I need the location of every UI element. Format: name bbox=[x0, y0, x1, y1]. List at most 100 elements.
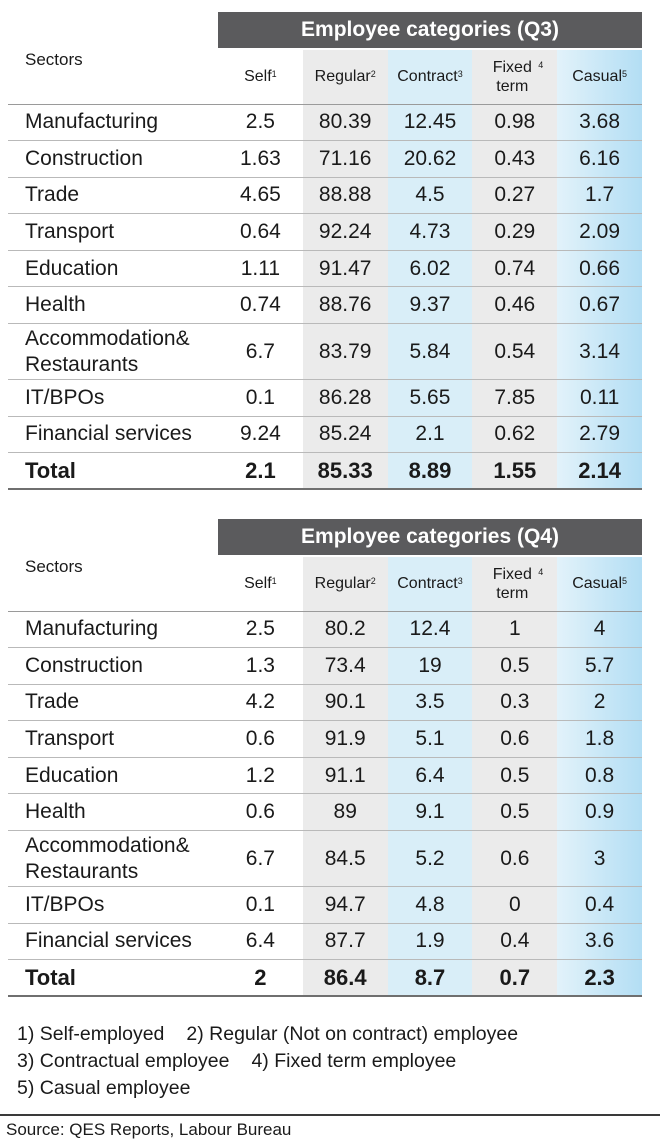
cell-regular: 73.4 bbox=[302, 647, 388, 685]
column-headers: Self1 Regular2 Contract3 Fixed term4 Cas… bbox=[8, 556, 643, 612]
table-row: Trade 4.65 88.88 4.5 0.27 1.7 bbox=[8, 177, 643, 215]
sector-name: Total bbox=[8, 452, 218, 491]
source-credit: Source: QES Reports, Labour Bureau bbox=[6, 1120, 292, 1139]
source-divider bbox=[0, 1114, 660, 1116]
column-header-regular: Regular2 bbox=[302, 556, 388, 612]
footnote-line: 3) Contractual employee 4) Fixed term emp… bbox=[17, 1048, 540, 1075]
cell-fixed-term: 0.7 bbox=[472, 959, 558, 998]
table-row: Accommodation& Restaurants 6.7 84.5 5.2 0.6 3 bbox=[8, 830, 643, 888]
cell-contract: 4.8 bbox=[387, 886, 473, 924]
sector-name: Trade bbox=[8, 684, 218, 722]
column-header-self: Self1 bbox=[218, 556, 303, 612]
sector-name: Health bbox=[8, 286, 218, 325]
cell-contract: 12.45 bbox=[387, 104, 473, 142]
sector-name: Construction bbox=[8, 140, 218, 178]
column-header-regular: Regular2 bbox=[302, 49, 388, 105]
sector-name: Construction bbox=[8, 647, 218, 685]
cell-regular: 87.7 bbox=[302, 923, 388, 961]
cell-fixed-term: 0.74 bbox=[472, 250, 558, 288]
cell-regular: 83.79 bbox=[302, 323, 388, 381]
column-header-fixed-term: Fixed term4 bbox=[472, 49, 558, 105]
sector-name: Health bbox=[8, 793, 218, 832]
cell-casual: 4 bbox=[557, 611, 643, 649]
cell-fixed-term: 0.43 bbox=[472, 140, 558, 178]
cell-fixed-term: 0.27 bbox=[472, 177, 558, 215]
cell-regular: 85.24 bbox=[302, 416, 388, 454]
column-header-contract: Contract3 bbox=[387, 49, 473, 105]
column-header-self: Self1 bbox=[218, 49, 303, 105]
table-row: Financial services 9.24 85.24 2.1 0.62 2.79 bbox=[8, 416, 643, 454]
cell-self: 4.2 bbox=[218, 684, 303, 722]
cell-fixed-term: 0.29 bbox=[472, 213, 558, 251]
table-row: Manufacturing 2.5 80.39 12.45 0.98 3.68 bbox=[8, 104, 643, 142]
cell-fixed-term: 1 bbox=[472, 611, 558, 649]
cell-regular: 84.5 bbox=[302, 830, 388, 888]
cell-self: 2 bbox=[218, 959, 303, 998]
cell-contract: 5.84 bbox=[387, 323, 473, 381]
cell-self: 1.2 bbox=[218, 757, 303, 795]
cell-contract: 6.02 bbox=[387, 250, 473, 288]
cell-fixed-term: 0.5 bbox=[472, 793, 558, 832]
cell-fixed-term: 0.46 bbox=[472, 286, 558, 325]
column-headers: Self1 Regular2 Contract3 Fixed term4 Cas… bbox=[8, 49, 643, 105]
sector-name: Education bbox=[8, 757, 218, 795]
cell-fixed-term: 0.3 bbox=[472, 684, 558, 722]
cell-self: 2.5 bbox=[218, 104, 303, 142]
footnote-line: 1) Self-employed 2) Regular (Not on contr… bbox=[17, 1021, 540, 1048]
cell-casual: 3.6 bbox=[557, 923, 643, 961]
cell-fixed-term: 0 bbox=[472, 886, 558, 924]
cell-contract: 2.1 bbox=[387, 416, 473, 454]
table-row: Education 1.2 91.1 6.4 0.5 0.8 bbox=[8, 757, 643, 795]
table-row: Construction 1.3 73.4 19 0.5 5.7 bbox=[8, 647, 643, 685]
column-header-casual: Casual5 bbox=[557, 49, 643, 105]
footnote-casual: 5) Casual employee bbox=[17, 1077, 191, 1099]
cell-contract: 19 bbox=[387, 647, 473, 685]
cell-regular: 88.88 bbox=[302, 177, 388, 215]
table-body: Manufacturing 2.5 80.39 12.45 0.98 3.68 Constr… bbox=[8, 104, 643, 491]
cell-self: 2.1 bbox=[218, 452, 303, 491]
cell-regular: 91.47 bbox=[302, 250, 388, 288]
cell-casual: 2 bbox=[557, 684, 643, 722]
cell-contract: 12.4 bbox=[387, 611, 473, 649]
sector-name: Transport bbox=[8, 720, 218, 758]
cell-regular: 86.4 bbox=[302, 959, 388, 998]
cell-self: 0.6 bbox=[218, 793, 303, 832]
footnote-regular: 2) Regular (Not on contract) employee bbox=[186, 1023, 519, 1045]
cell-regular: 92.24 bbox=[302, 213, 388, 251]
cell-regular: 80.2 bbox=[302, 611, 388, 649]
cell-self: 2.5 bbox=[218, 611, 303, 649]
cell-self: 9.24 bbox=[218, 416, 303, 454]
cell-contract: 6.4 bbox=[387, 757, 473, 795]
cell-contract: 4.5 bbox=[387, 177, 473, 215]
sector-name: Manufacturing bbox=[8, 611, 218, 649]
cell-self: 1.11 bbox=[218, 250, 303, 288]
cell-casual: 2.14 bbox=[557, 452, 643, 491]
cell-regular: 88.76 bbox=[302, 286, 388, 325]
employee-categories-q4-table: Sectors Employee categories (Q4) Self1 R… bbox=[8, 519, 643, 998]
cell-contract: 5.1 bbox=[387, 720, 473, 758]
footnote-line: 5) Casual employee bbox=[17, 1075, 540, 1102]
sector-name: Education bbox=[8, 250, 218, 288]
cell-regular: 80.39 bbox=[302, 104, 388, 142]
footnote-fixed-term: 4) Fixed term employee bbox=[251, 1050, 457, 1072]
table-row: Education 1.11 91.47 6.02 0.74 0.66 bbox=[8, 250, 643, 288]
cell-casual: 0.66 bbox=[557, 250, 643, 288]
cell-regular: 85.33 bbox=[302, 452, 388, 491]
sectors-header: Sectors bbox=[8, 519, 218, 612]
table-row: Trade 4.2 90.1 3.5 0.3 2 bbox=[8, 684, 643, 722]
cell-fixed-term: 1.55 bbox=[472, 452, 558, 491]
cell-self: 0.74 bbox=[218, 286, 303, 325]
cell-fixed-term: 0.54 bbox=[472, 323, 558, 381]
cell-fixed-term: 0.6 bbox=[472, 720, 558, 758]
footnote-contract: 3) Contractual employee bbox=[17, 1050, 230, 1072]
cell-regular: 89 bbox=[302, 793, 388, 832]
cell-fixed-term: 0.6 bbox=[472, 830, 558, 888]
cell-self: 0.6 bbox=[218, 720, 303, 758]
table-row: Manufacturing 2.5 80.2 12.4 1 4 bbox=[8, 611, 643, 649]
sector-name: Financial services bbox=[8, 416, 218, 454]
table-row: IT/BPOs 0.1 86.28 5.65 7.85 0.11 bbox=[8, 379, 643, 417]
sector-name: Trade bbox=[8, 177, 218, 215]
cell-self: 1.63 bbox=[218, 140, 303, 178]
cell-regular: 94.7 bbox=[302, 886, 388, 924]
cell-fixed-term: 0.5 bbox=[472, 647, 558, 685]
